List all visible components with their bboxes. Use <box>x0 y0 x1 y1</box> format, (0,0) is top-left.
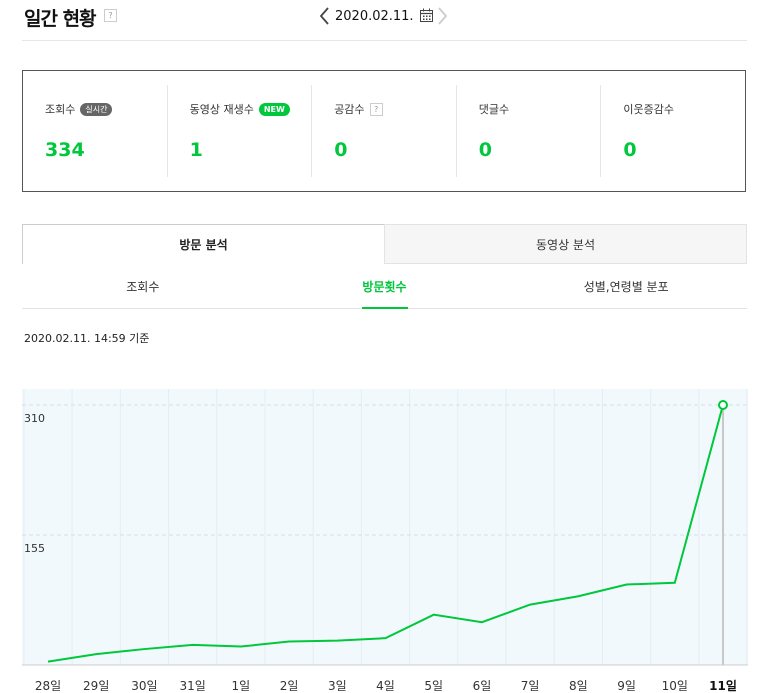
stat-label: 조회수 <box>45 103 76 116</box>
timestamp: 2020.02.11. 14:59 기준 <box>24 332 150 345</box>
chevron-right-icon[interactable] <box>436 5 450 27</box>
page-title: 일간 현황? <box>24 4 117 31</box>
stat-label: 댓글수 <box>478 103 510 116</box>
y-tick-label: 310 <box>24 412 45 425</box>
x-tick-label: 28일 <box>35 679 61 693</box>
subtab-visits[interactable]: 방문횟수 <box>264 264 506 308</box>
x-tick-label: 9일 <box>617 679 636 693</box>
summary-box: 조회수 실시간 334 동영상 재생수 NEW 1 공감수? 0 댓글수 0 이웃증… <box>22 70 746 192</box>
subtab-views[interactable]: 조회수 <box>126 279 160 294</box>
x-tick-label: 4일 <box>376 679 395 693</box>
x-tick-label: 1일 <box>232 679 251 693</box>
stat-value: 0 <box>478 139 493 161</box>
date-navigator: 2020.02.11. <box>318 5 450 27</box>
stat-value: 1 <box>189 139 203 161</box>
x-tick-label: 5일 <box>424 679 443 693</box>
stat-label: 이웃증감수 <box>623 103 674 116</box>
stat-neighbors: 이웃증감수 0 <box>600 85 745 177</box>
x-tick-label: 31일 <box>179 679 205 693</box>
plot-area <box>22 389 748 665</box>
stat-views: 조회수 실시간 334 <box>23 71 167 191</box>
realtime-badge: 실시간 <box>80 102 113 116</box>
tab-video-analysis[interactable]: 동영상 분석 <box>384 224 747 264</box>
stat-video-plays: 동영상 재생수 NEW 1 <box>166 85 312 177</box>
stat-likes: 공감수? 0 <box>311 85 456 177</box>
chevron-left-icon[interactable] <box>318 5 332 27</box>
stat-label: 동영상 재생수 <box>189 103 254 116</box>
x-tick-label: 11일 <box>709 679 737 693</box>
header-divider <box>22 40 747 41</box>
x-tick-label: 10일 <box>662 679 688 693</box>
x-tick-label: 30일 <box>131 679 157 693</box>
x-tick-label: 3일 <box>328 679 347 693</box>
y-tick-label: 155 <box>24 542 45 555</box>
help-icon[interactable]: ? <box>369 102 383 116</box>
stat-value: 334 <box>45 139 85 161</box>
current-date: 2020.02.11. <box>335 8 414 24</box>
stat-label: 공감수 <box>334 103 365 116</box>
tab-visit-analysis[interactable]: 방문 분석 <box>22 224 384 264</box>
stat-comments: 댓글수 0 <box>455 85 601 177</box>
x-tick-label: 7일 <box>521 679 540 693</box>
calendar-icon[interactable] <box>418 7 436 25</box>
help-icon[interactable]: ? <box>103 9 117 22</box>
new-badge: NEW <box>258 102 290 116</box>
data-point <box>718 400 728 410</box>
x-tick-label: 29일 <box>83 679 109 693</box>
sub-tabs: 조회수 방문횟수 성별,연령별 분포 <box>22 264 747 309</box>
stat-value: 0 <box>623 139 637 161</box>
subtab-demographics[interactable]: 성별,연령별 분포 <box>583 279 669 294</box>
main-tabs: 방문 분석 동영상 분석 <box>22 224 747 264</box>
visits-line-chart: 155 310 28일 29일 30일 31일 1일 2일 3일 4일 5일 6일 7일 8일 9일 10일 1… <box>22 389 748 693</box>
x-tick-label: 8일 <box>569 679 588 693</box>
stat-value: 0 <box>334 139 348 161</box>
x-tick-label: 2일 <box>280 679 299 693</box>
page-title-text: 일간 현황 <box>24 8 97 30</box>
x-tick-label: 6일 <box>473 679 492 693</box>
